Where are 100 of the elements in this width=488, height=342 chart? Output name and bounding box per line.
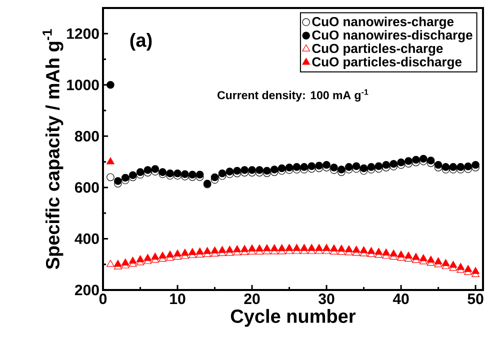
point xyxy=(106,81,114,89)
point xyxy=(442,259,450,266)
y-axis-title: Specific capacity / mAh g$^{-1}$ xyxy=(42,29,64,270)
point xyxy=(322,244,330,251)
point xyxy=(181,248,189,256)
point xyxy=(166,169,174,178)
x-tick-label: 20 xyxy=(244,294,260,304)
point xyxy=(390,160,398,168)
point xyxy=(315,162,323,170)
point xyxy=(419,254,428,262)
legend-label: CuO particles-charge xyxy=(312,44,443,56)
point xyxy=(151,252,160,260)
point xyxy=(188,170,196,179)
point xyxy=(292,163,301,171)
point xyxy=(256,244,264,252)
y-tick-label: 800 xyxy=(74,130,99,142)
point xyxy=(397,158,405,166)
point xyxy=(352,162,360,170)
point xyxy=(390,250,398,256)
point xyxy=(174,250,182,256)
point xyxy=(278,164,286,172)
point xyxy=(360,164,368,172)
point xyxy=(300,163,308,171)
point xyxy=(449,260,458,268)
point xyxy=(442,163,450,171)
point xyxy=(434,161,442,169)
legend-label: CuO nanowires-discharge xyxy=(312,30,472,42)
point xyxy=(367,163,376,171)
point xyxy=(360,246,368,254)
y-tick-label: 600 xyxy=(75,182,99,193)
point xyxy=(114,177,122,185)
point xyxy=(226,246,234,253)
x-tick-label: 30 xyxy=(318,294,334,304)
point xyxy=(374,248,383,255)
point xyxy=(308,162,316,170)
point xyxy=(174,169,182,178)
point xyxy=(308,244,316,251)
point xyxy=(121,174,130,182)
point xyxy=(330,244,338,252)
point xyxy=(344,245,353,252)
point xyxy=(188,248,196,255)
y-tick-label: 400 xyxy=(74,233,99,244)
point xyxy=(330,164,338,172)
point xyxy=(426,156,435,164)
point xyxy=(256,166,264,174)
point xyxy=(464,265,472,272)
point xyxy=(240,166,248,174)
point xyxy=(344,163,353,171)
point xyxy=(292,244,301,251)
y-tick-label: 1000 xyxy=(67,80,99,90)
point xyxy=(412,156,420,164)
point xyxy=(278,244,286,252)
x-tick-label: 50 xyxy=(468,294,484,304)
x-axis-title: Cycle number xyxy=(230,309,356,327)
x-tick-label: 40 xyxy=(392,294,409,304)
point xyxy=(196,170,204,179)
point xyxy=(472,161,480,169)
point xyxy=(300,244,308,251)
point xyxy=(158,168,166,176)
point xyxy=(218,169,226,178)
point xyxy=(136,255,144,262)
legend-label: CuO nanowires-charge xyxy=(312,16,454,29)
point xyxy=(315,244,324,251)
x-tick-label: 10 xyxy=(170,294,186,304)
point xyxy=(472,267,480,274)
point xyxy=(226,168,234,176)
point xyxy=(136,168,144,176)
point xyxy=(404,157,412,165)
point xyxy=(420,154,428,163)
point xyxy=(338,166,346,174)
point xyxy=(262,244,271,252)
point xyxy=(456,262,465,270)
point xyxy=(233,245,242,252)
point xyxy=(285,164,294,172)
point xyxy=(404,252,412,259)
annotation: Current density: 100 mA g$^{-1}$ xyxy=(218,89,368,102)
point xyxy=(374,162,383,170)
y-tick-label: 200 xyxy=(74,284,99,296)
point xyxy=(196,248,204,254)
point xyxy=(240,245,248,252)
point xyxy=(144,254,152,261)
point xyxy=(464,162,472,170)
point xyxy=(412,252,420,260)
point xyxy=(106,260,114,267)
point xyxy=(352,246,360,253)
point xyxy=(203,247,212,254)
point xyxy=(397,250,405,258)
point xyxy=(151,165,160,173)
point xyxy=(106,157,114,164)
point xyxy=(382,248,390,256)
point xyxy=(166,250,174,258)
point xyxy=(382,161,390,169)
point xyxy=(144,166,152,174)
point xyxy=(181,170,189,178)
point xyxy=(114,260,122,267)
point xyxy=(248,244,256,252)
point xyxy=(426,256,435,263)
point xyxy=(210,246,219,254)
point xyxy=(210,173,219,182)
point xyxy=(322,161,330,169)
